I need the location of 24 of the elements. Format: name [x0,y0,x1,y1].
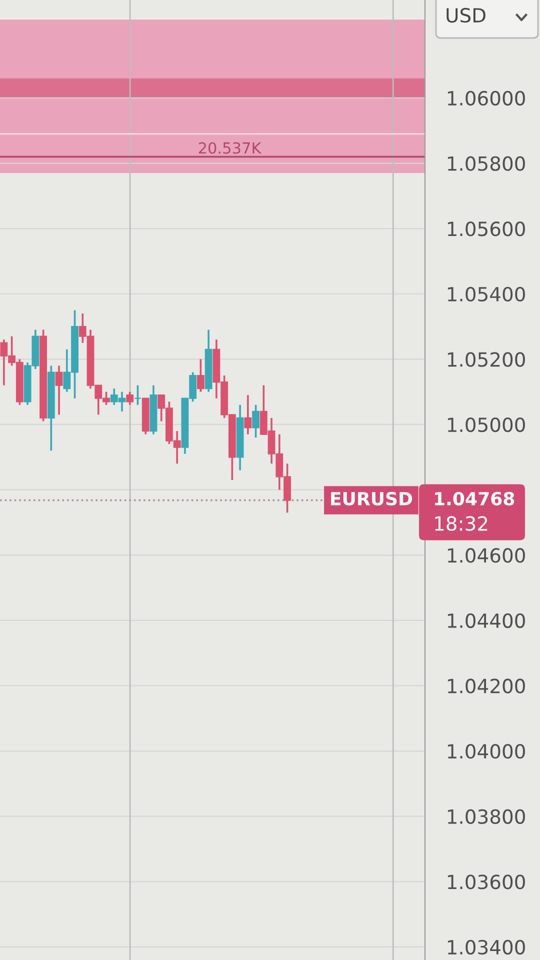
y-tick-label: 1.04600 [448,548,525,563]
y-tick-label: 1.05400 [448,286,525,302]
y-tick-label: 1.05600 [448,222,525,236]
y-tick-label: 1.05000 [448,417,525,432]
y-tick-label: 1.04200 [448,678,525,694]
ref-line-label: 20.537K [198,142,262,154]
candlestick [244,394,252,436]
y-tick-label: 1.03400 [448,940,525,955]
candlestick [252,404,260,438]
candlestick [126,390,134,406]
y-tick-label: 1.04000 [448,744,525,759]
y-tick-label: 1.06000 [448,90,525,106]
y-tick-label: 1.05200 [448,352,525,367]
candlestick [196,358,204,393]
text: USD [446,8,486,23]
candlestick [134,384,142,406]
annotation: EURUSD [331,492,412,506]
y-tick-label: 1.04400 [448,613,525,628]
y-tick-label: 1.03800 [448,809,525,824]
y-tick-label: 1.05800 [448,156,525,171]
candlestick [55,364,63,416]
text: 18:32 [435,516,488,531]
y-tick-label: 1.03600 [448,874,525,890]
ref-line-label: 1.04768 [435,492,514,506]
